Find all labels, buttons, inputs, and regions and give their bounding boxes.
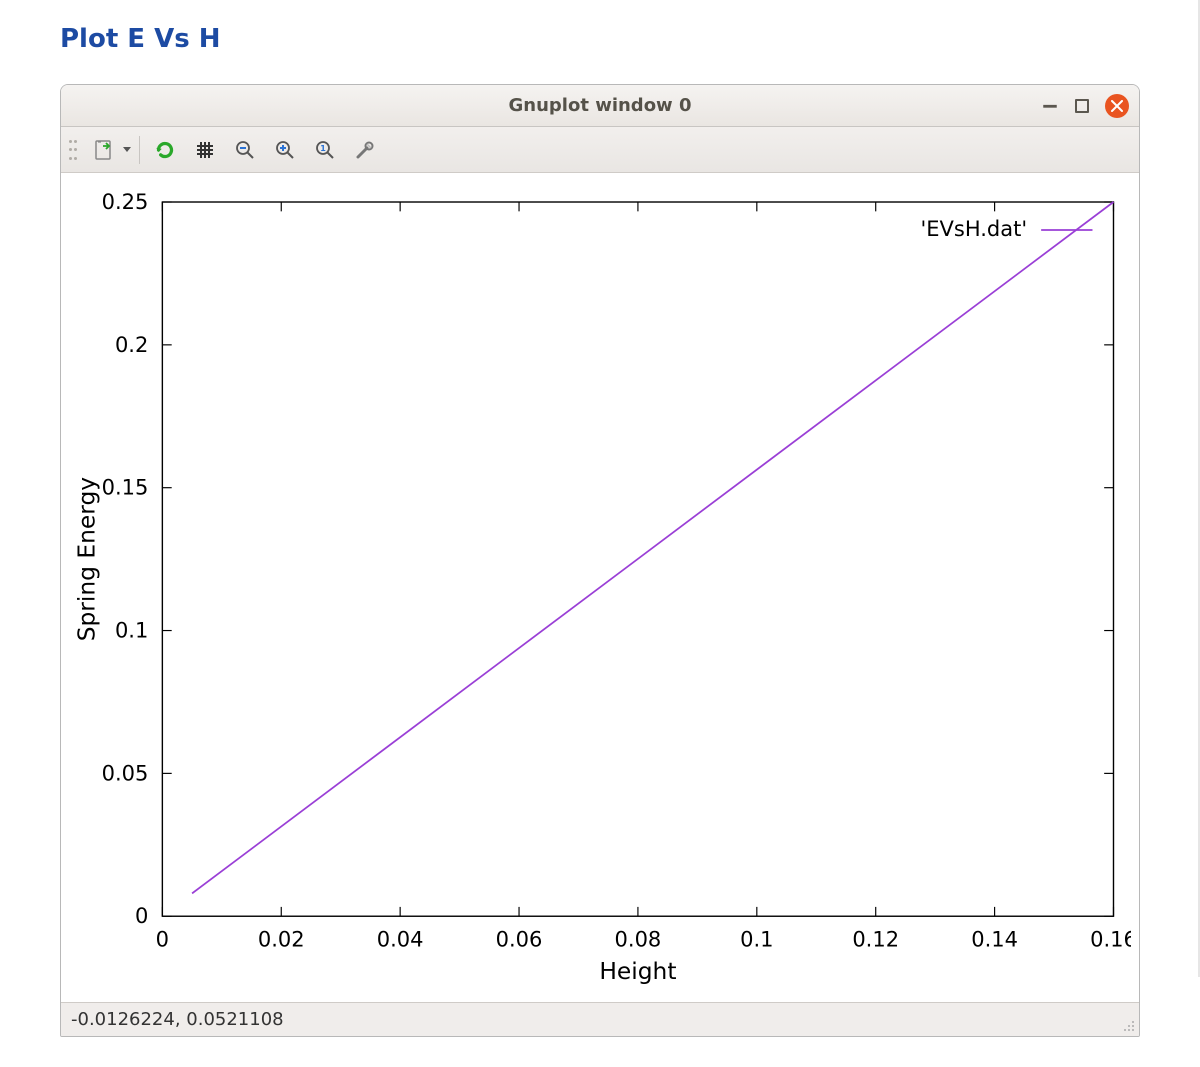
settings-button[interactable] bbox=[348, 134, 382, 166]
svg-text:0.2: 0.2 bbox=[115, 333, 148, 357]
svg-text:1: 1 bbox=[320, 144, 326, 153]
svg-text:0: 0 bbox=[156, 928, 169, 952]
window-titlebar[interactable]: Gnuplot window 0 bbox=[61, 85, 1139, 127]
plot-area[interactable]: 0 0.02 0.04 0.06 0.08 0.1 0.12 0.14 0.16 0 0.05 0.1… bbox=[61, 173, 1139, 1002]
svg-text:0.06: 0.06 bbox=[496, 928, 543, 952]
minimize-button[interactable] bbox=[1041, 97, 1059, 115]
svg-text:0.02: 0.02 bbox=[258, 928, 305, 952]
svg-text:Spring Energy: Spring Energy bbox=[73, 477, 101, 642]
cursor-coordinates: -0.0126224, 0.0521108 bbox=[71, 1009, 284, 1030]
svg-text:0.04: 0.04 bbox=[377, 928, 424, 952]
svg-text:0.08: 0.08 bbox=[615, 928, 662, 952]
maximize-button[interactable] bbox=[1075, 99, 1089, 113]
svg-text:0.16: 0.16 bbox=[1090, 928, 1131, 952]
resize-grip-icon[interactable] bbox=[1121, 1018, 1135, 1032]
close-button[interactable] bbox=[1105, 94, 1129, 118]
toolbar-handle[interactable] bbox=[69, 136, 79, 164]
svg-text:0.15: 0.15 bbox=[102, 476, 149, 500]
svg-text:Height: Height bbox=[599, 957, 676, 985]
svg-text:0.1: 0.1 bbox=[115, 619, 148, 643]
svg-text:'EVsH.dat': 'EVsH.dat' bbox=[920, 217, 1027, 241]
zoom-reset-button[interactable]: 1 bbox=[308, 134, 342, 166]
svg-text:0.12: 0.12 bbox=[852, 928, 899, 952]
svg-text:0.05: 0.05 bbox=[102, 761, 149, 785]
refresh-button[interactable] bbox=[148, 134, 182, 166]
page-heading: Plot E Vs H bbox=[60, 24, 1140, 54]
svg-text:0.1: 0.1 bbox=[740, 928, 773, 952]
export-button[interactable] bbox=[87, 134, 121, 166]
svg-text:0: 0 bbox=[135, 904, 148, 928]
toolbar: 1 bbox=[61, 127, 1139, 173]
zoom-in-button[interactable] bbox=[268, 134, 302, 166]
window-title: Gnuplot window 0 bbox=[61, 95, 1139, 116]
svg-text:0.25: 0.25 bbox=[102, 190, 149, 214]
plot-svg: 0 0.02 0.04 0.06 0.08 0.1 0.12 0.14 0.16 0 0.05 0.1… bbox=[69, 181, 1131, 998]
svg-text:0.14: 0.14 bbox=[971, 928, 1018, 952]
export-dropdown-caret[interactable] bbox=[123, 147, 131, 152]
grid-button[interactable] bbox=[188, 134, 222, 166]
status-bar: -0.0126224, 0.0521108 bbox=[61, 1002, 1139, 1036]
zoom-out-button[interactable] bbox=[228, 134, 262, 166]
gnuplot-window: Gnuplot window 0 bbox=[60, 84, 1140, 1037]
